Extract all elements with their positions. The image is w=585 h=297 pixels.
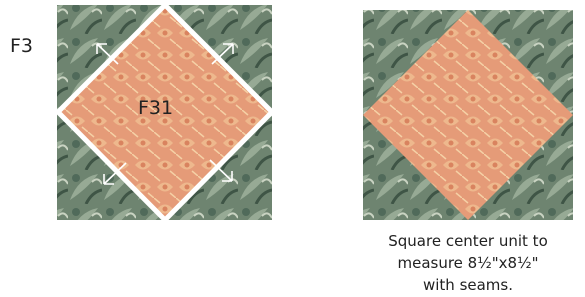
caption-line: with seams. xyxy=(423,276,513,294)
caption-line: Square center unit to xyxy=(388,232,548,250)
caption-line: measure 8½"x8½" xyxy=(397,254,538,272)
left-block: F3 F31 xyxy=(10,5,272,220)
caption: Square center unit to measure 8½"x8½" wi… xyxy=(388,232,548,294)
fabric-label: F31 xyxy=(138,97,173,119)
diagram: F3 F31 Square center unit to measure 8½"… xyxy=(0,0,585,297)
fabric-label: F3 xyxy=(10,35,33,57)
right-block xyxy=(363,10,573,220)
